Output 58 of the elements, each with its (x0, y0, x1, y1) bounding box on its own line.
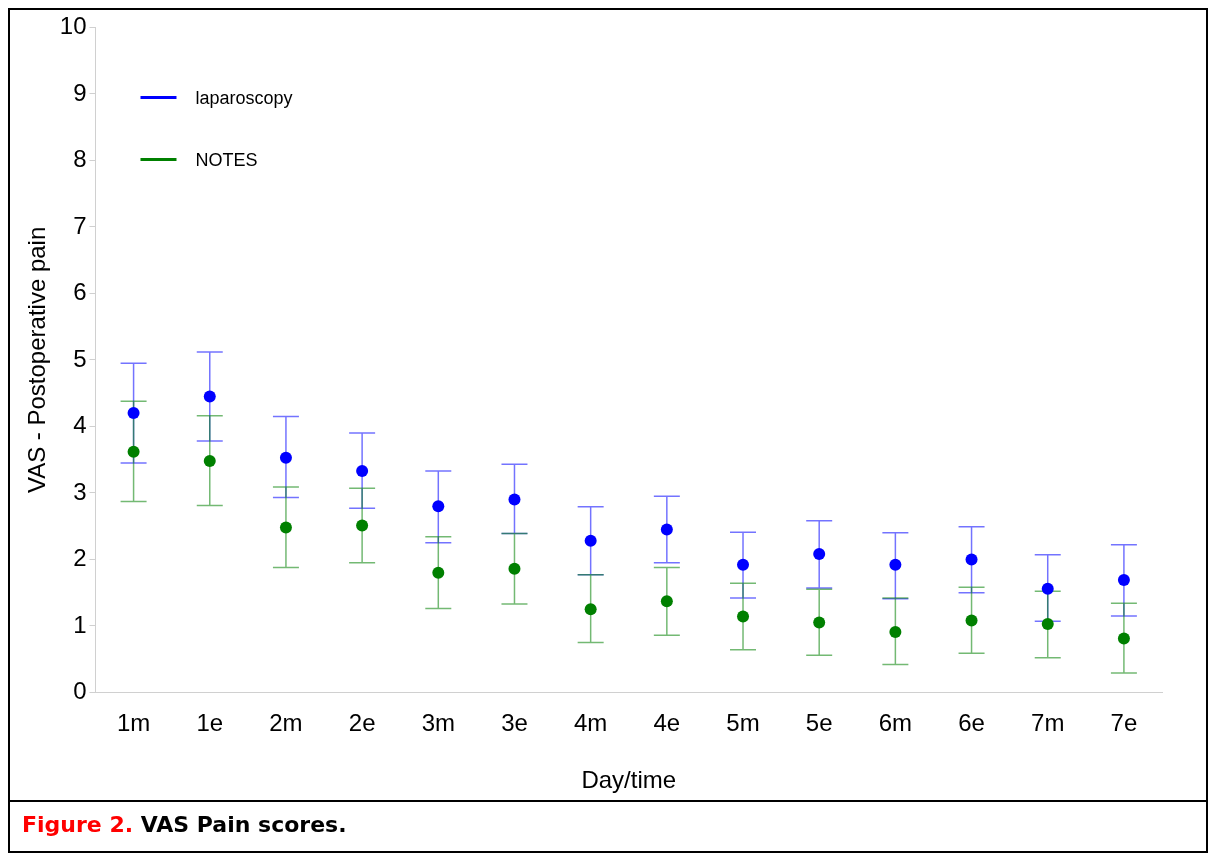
point (1041, 582, 1054, 595)
x-tick-label: 7m (1031, 709, 1065, 737)
point (889, 625, 902, 638)
x-tick-label: 5e (805, 709, 833, 737)
point (203, 454, 216, 467)
point (584, 534, 597, 547)
x-tick-label: 4m (573, 709, 608, 737)
x-tick-label: 1m (116, 709, 151, 737)
x-tick-label: 5m (726, 709, 760, 737)
x-tick-label: 7e (1110, 709, 1138, 737)
point (1117, 574, 1130, 587)
x-tick-label: 1e (196, 709, 224, 737)
y-tick-label: 1 (73, 610, 87, 638)
y-tick-label: 7 (73, 211, 87, 239)
point (508, 562, 521, 575)
point (889, 558, 902, 571)
x-tick-label: 6e (958, 709, 985, 737)
point (1041, 617, 1054, 630)
y-tick-label: 3 (73, 477, 87, 505)
x-tick-label: 3e (501, 709, 528, 737)
y-tick-label: 5 (73, 344, 87, 372)
y-tick-label: 0 (73, 677, 87, 705)
point (1117, 632, 1130, 645)
point (813, 548, 826, 561)
point (356, 519, 369, 532)
x-tick-label: 4e (653, 709, 681, 737)
point (203, 390, 216, 403)
y-tick-label: 10 (59, 12, 87, 40)
y-tick-label: 2 (73, 544, 87, 572)
point (965, 553, 978, 566)
point (127, 407, 140, 420)
point (508, 493, 521, 506)
point (279, 521, 292, 534)
point (432, 566, 445, 579)
x-tick-label: 2m (269, 709, 303, 737)
y-tick-label: 9 (73, 78, 87, 106)
point (432, 500, 445, 513)
point (279, 451, 292, 464)
x-tick-label: 6m (878, 709, 913, 737)
y-tick-label: 8 (73, 145, 87, 173)
caption: Figure 2. VAS Pain scores. (22, 812, 347, 837)
x-tick-label: 2e (348, 709, 376, 737)
point (737, 558, 750, 571)
point (813, 616, 826, 629)
point (660, 595, 673, 608)
point (584, 603, 597, 616)
point (965, 614, 978, 627)
y-tick-label: 4 (73, 411, 87, 439)
y-tick-label: 6 (73, 278, 87, 306)
point (660, 523, 673, 536)
point (737, 610, 750, 623)
point (127, 445, 140, 458)
y-axis-title: VAS - Postoperative pain (23, 226, 51, 494)
x-axis-title: Day/time (581, 766, 677, 794)
x-tick-label: 3m (421, 709, 455, 737)
point (356, 464, 369, 477)
legend-label: laparoscopy (195, 88, 293, 109)
legend-label: NOTES (195, 150, 258, 171)
